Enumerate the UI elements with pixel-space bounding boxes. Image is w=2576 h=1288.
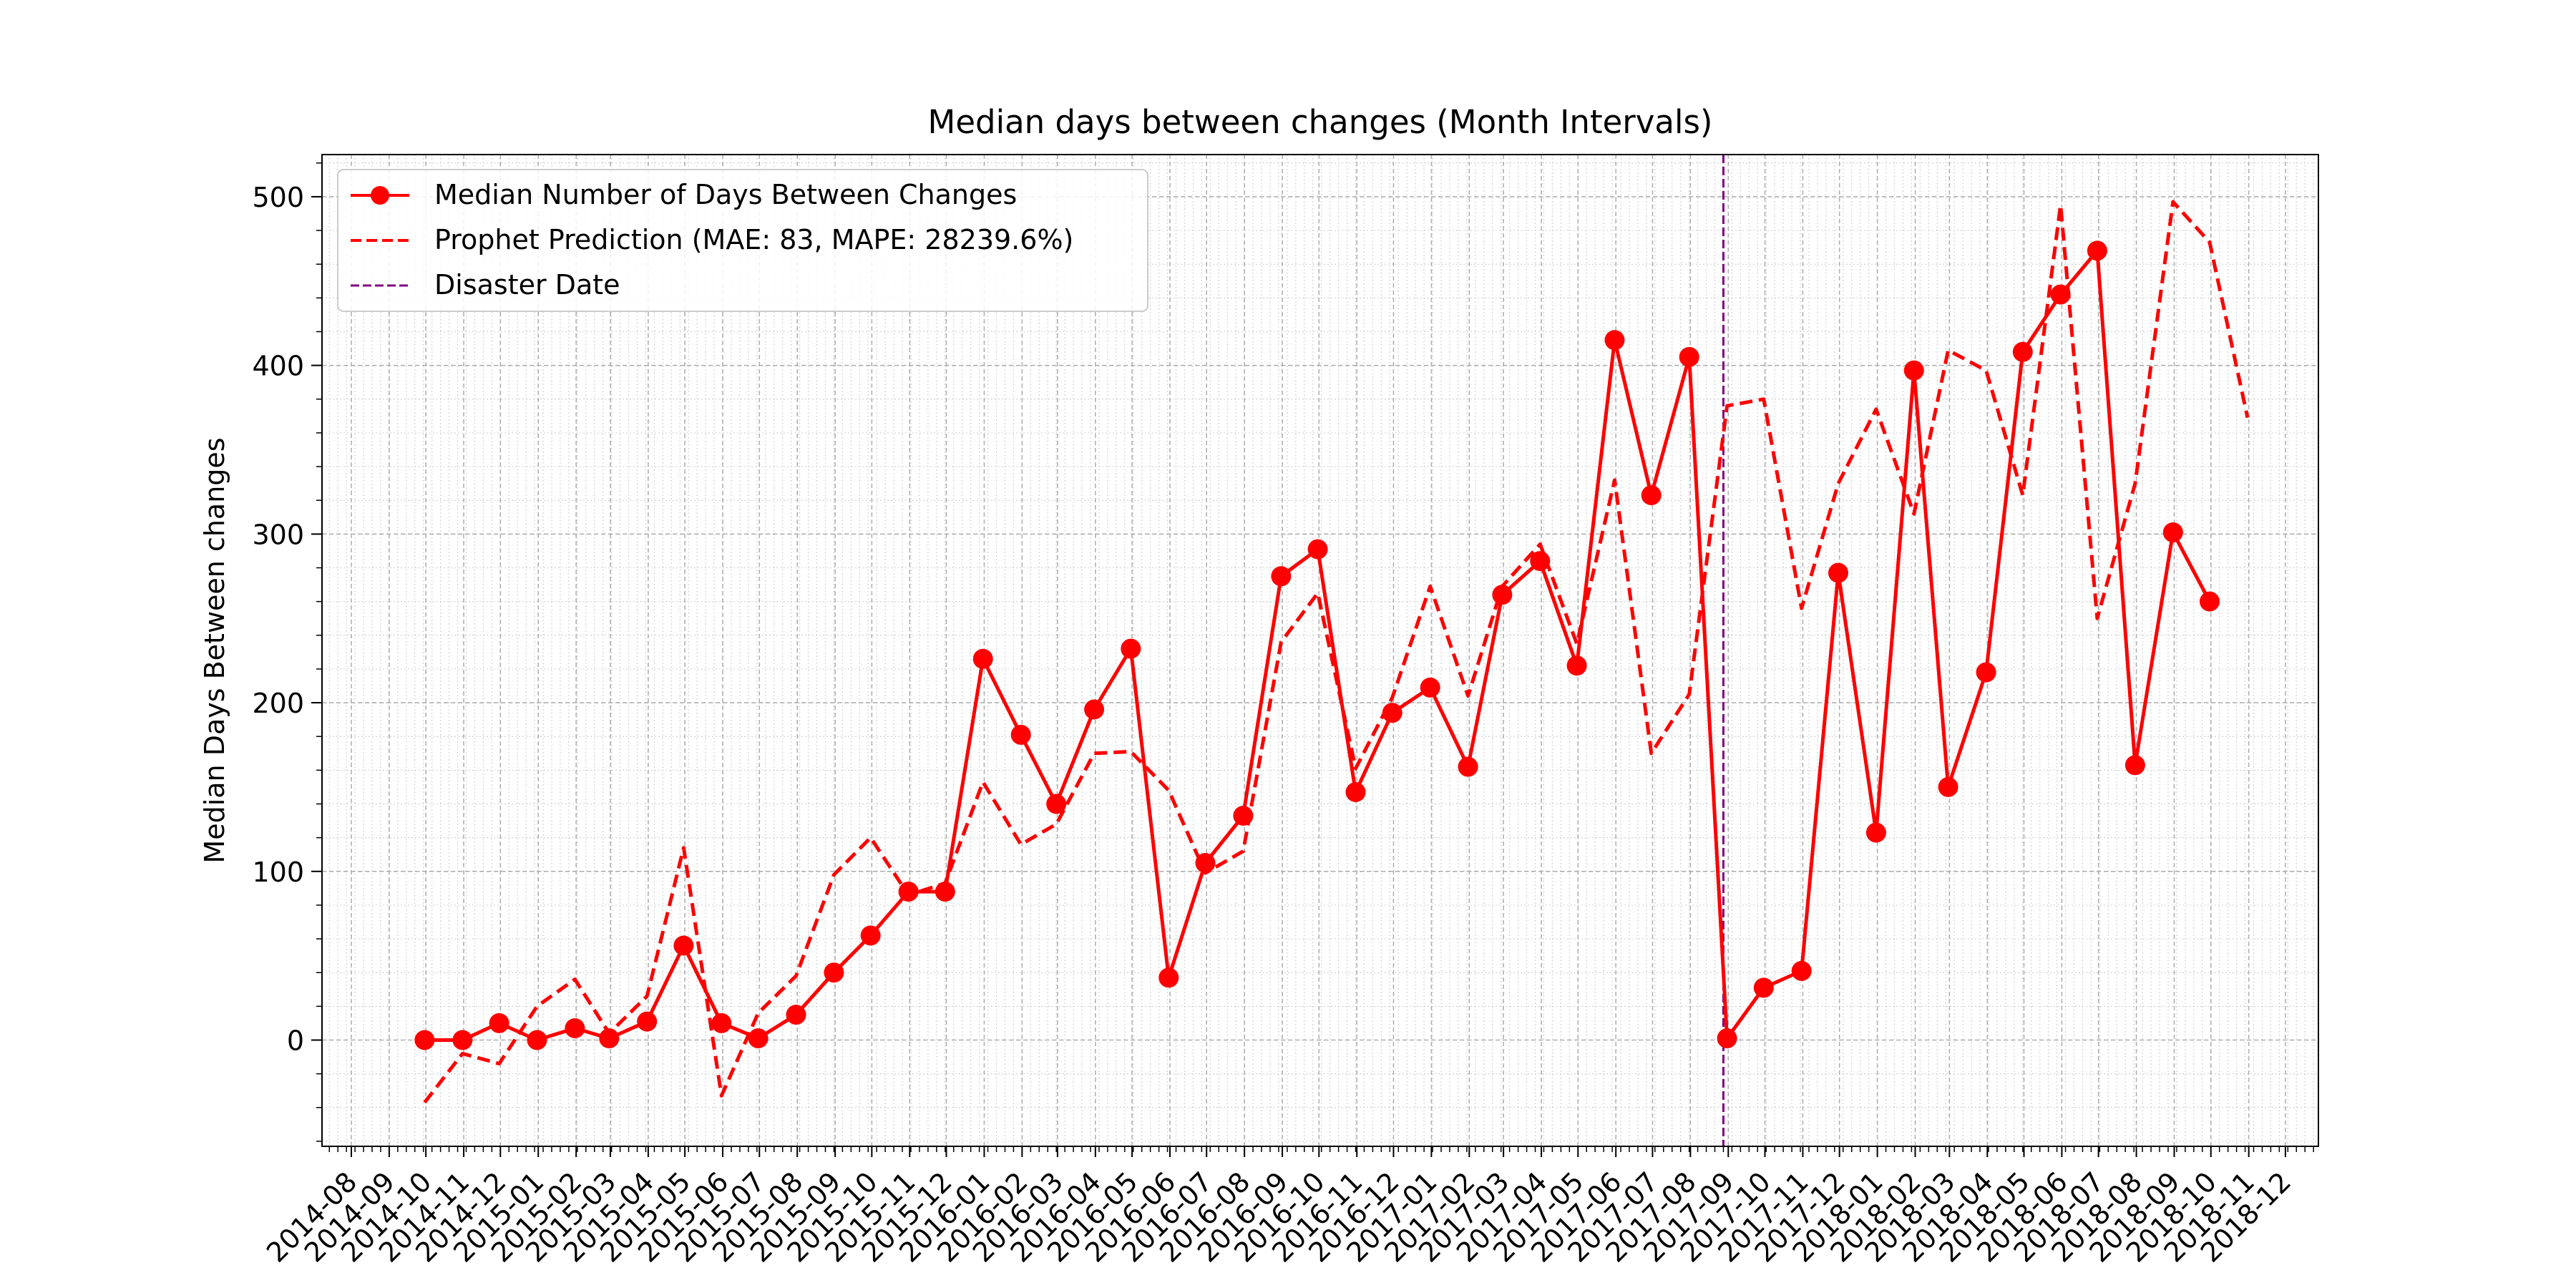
data-point-median-days [2087,240,2107,261]
data-point-median-days [972,648,993,669]
data-point-median-days [1121,638,1141,659]
legend: Median Number of Days Between Changes Pr… [337,169,1148,312]
data-point-median-days [898,882,919,902]
data-point-median-days [565,1018,585,1038]
legend-marker-median [371,186,389,205]
data-point-median-days [1679,346,1699,367]
data-point-median-days [1828,562,1848,583]
data-point-median-days [1307,539,1328,560]
data-point-median-days [1046,794,1067,814]
data-point-median-days [824,962,844,983]
y-tick-label: 300 [252,519,304,550]
data-point-median-days [452,1030,473,1050]
data-point-median-days [489,1013,509,1033]
legend-label-prophet: Prophet Prediction (MAE: 83, MAPE: 28239… [434,224,1073,255]
data-point-median-days [2012,341,2033,362]
data-point-median-days [1641,485,1662,506]
data-point-median-days [1233,806,1254,826]
legend-label-disaster: Disaster Date [434,269,620,301]
data-point-median-days [1345,782,1366,802]
data-point-median-days [1753,977,1774,998]
y-tick-label: 200 [252,688,304,719]
data-point-median-days [1382,703,1402,723]
data-point-median-days [1903,360,1924,381]
data-point-median-days [935,882,955,902]
legend-frame [337,169,1148,312]
y-axis: 0 100 200 300 400 500 [252,162,322,1142]
data-point-median-days [1938,776,1958,797]
data-point-median-days [1158,967,1179,988]
data-point-median-days [748,1028,769,1049]
data-point-median-days [2050,284,2071,305]
data-point-median-days [637,1011,658,1032]
y-tick-label: 0 [287,1025,304,1057]
data-point-median-days [2200,591,2220,612]
data-point-median-days [860,925,881,946]
data-point-median-days [1195,853,1216,873]
data-point-median-days [711,1013,732,1033]
data-point-median-days [1604,330,1625,351]
data-point-median-days [1976,662,1996,683]
data-point-median-days [1717,1028,1737,1049]
data-point-median-days [1420,677,1440,698]
data-point-median-days [786,1005,806,1025]
y-tick-label: 500 [252,182,304,213]
plot-frame [321,154,2319,1147]
y-tick-label: 400 [252,351,304,382]
series-layer [414,200,2250,1104]
data-point-median-days [1271,566,1292,587]
data-point-median-days [673,935,694,956]
data-point-median-days [1791,960,1812,981]
y-axis-title: Median Days Between changes [199,437,230,863]
data-point-median-days [1530,551,1551,572]
data-point-median-days [527,1030,547,1050]
data-point-median-days [1084,699,1105,720]
data-point-median-days [1566,655,1587,676]
data-point-median-days [1458,756,1478,777]
data-point-median-days [1492,585,1513,605]
y-tick-label: 100 [252,857,304,888]
data-point-median-days [414,1030,435,1050]
x-axis: 2014-082014-092014-102014-112014-122015-… [260,1146,2314,1269]
data-point-median-days [1865,822,1886,843]
data-point-median-days [599,1028,620,1049]
data-point-median-days [2124,755,2145,776]
grid-major [322,155,2318,1146]
data-point-median-days [2162,522,2183,542]
legend-label-median: Median Number of Days Between Changes [434,179,1017,210]
chart-title: Median days between changes (Month Inter… [928,103,1713,141]
data-point-median-days [1010,724,1031,745]
